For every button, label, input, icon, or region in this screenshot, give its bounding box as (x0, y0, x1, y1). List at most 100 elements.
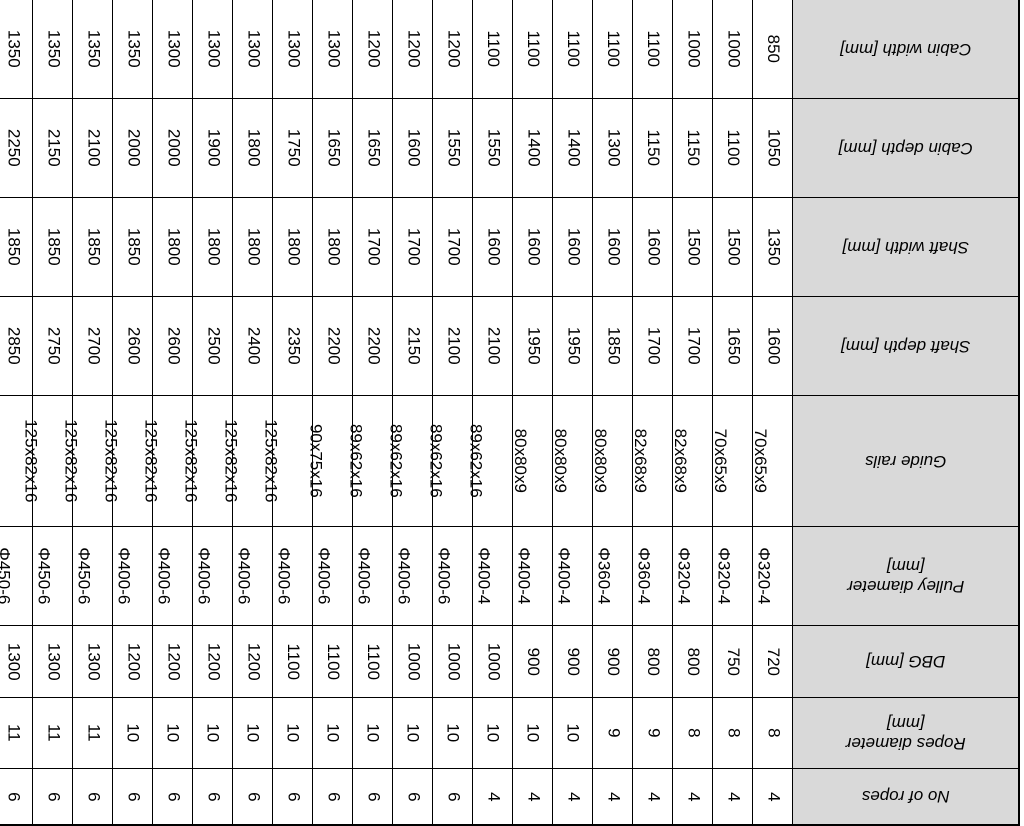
cell-dbg-13: 1200 (233, 626, 273, 698)
cell-shaft_w-5: 1600 (553, 198, 593, 297)
cell-no_of_ropes-19: 6 (0, 769, 33, 826)
cell-dbg-7: 1000 (473, 626, 513, 698)
cell-pulley-14: Φ400-6 (193, 527, 233, 626)
cell-ropes_dia-15: 10 (153, 698, 193, 769)
cell-cabin_w-18: 1350 (33, 0, 73, 99)
cell-dbg-17: 1300 (73, 626, 113, 698)
cell-pulley-0: Φ320-4 (753, 527, 793, 626)
cell-no_of_ropes-7: 4 (473, 769, 513, 826)
cell-cabin_d-0: 1050 (753, 99, 793, 198)
cell-shaft_d-10: 2200 (353, 297, 393, 396)
cell-shaft_w-3: 1600 (633, 198, 673, 297)
header-cabin_d: Cabin depth [mm] (793, 99, 1019, 198)
cell-pulley-15: Φ400-6 (153, 527, 193, 626)
cell-pulley-5: Φ400-4 (553, 527, 593, 626)
cell-cabin_w-5: 1100 (553, 0, 593, 99)
cell-cabin_w-12: 1300 (273, 0, 313, 99)
cell-ropes_dia-3: 9 (633, 698, 673, 769)
cell-cabin_d-8: 1550 (433, 99, 473, 198)
cell-no_of_ropes-11: 6 (313, 769, 353, 826)
cell-shaft_w-8: 1700 (433, 198, 473, 297)
cell-cabin_w-17: 1350 (73, 0, 113, 99)
cell-cabin_d-7: 1550 (473, 99, 513, 198)
cell-dbg-15: 1200 (153, 626, 193, 698)
cell-cabin_d-4: 1300 (593, 99, 633, 198)
cell-cabin_w-14: 1300 (193, 0, 233, 99)
cell-shaft_d-15: 2600 (153, 297, 193, 396)
cell-pulley-9: Φ400-6 (393, 527, 433, 626)
cell-dbg-1: 750 (713, 626, 753, 698)
cell-ropes_dia-16: 10 (113, 698, 153, 769)
cell-dbg-19: 1300 (0, 626, 33, 698)
cell-cabin_w-15: 1300 (153, 0, 193, 99)
cell-dbg-5: 900 (553, 626, 593, 698)
cell-dbg-14: 1200 (193, 626, 233, 698)
cell-guide-0: 70x65x9 (753, 396, 793, 527)
cell-dbg-3: 800 (633, 626, 673, 698)
cell-shaft_d-13: 2400 (233, 297, 273, 396)
cell-cabin_d-1: 1100 (713, 99, 753, 198)
cell-cabin_w-4: 1100 (593, 0, 633, 99)
cell-shaft_w-1: 1500 (713, 198, 753, 297)
cell-shaft_w-15: 1800 (153, 198, 193, 297)
cell-ropes_dia-18: 11 (33, 698, 73, 769)
cell-cabin_w-16: 1350 (113, 0, 153, 99)
cell-shaft_w-9: 1700 (393, 198, 433, 297)
cell-no_of_ropes-13: 6 (233, 769, 273, 826)
header-ropes_dia: Ropes diameter[mm] (793, 698, 1019, 769)
cell-no_of_ropes-8: 6 (433, 769, 473, 826)
cell-cabin_d-17: 2100 (73, 99, 113, 198)
header-cabin_w: Cabin width [mm] (793, 0, 1019, 99)
cell-dbg-12: 1100 (273, 626, 313, 698)
cell-no_of_ropes-10: 6 (353, 769, 393, 826)
cell-shaft_d-9: 2150 (393, 297, 433, 396)
cell-cabin_w-11: 1300 (313, 0, 353, 99)
cell-no_of_ropes-15: 6 (153, 769, 193, 826)
spec-table: No of ropes444444446666666666666666Ropes… (0, 0, 1020, 826)
cell-cabin_d-16: 2000 (113, 99, 153, 198)
cell-ropes_dia-7: 10 (473, 698, 513, 769)
cell-ropes_dia-13: 10 (233, 698, 273, 769)
cell-cabin_d-12: 1750 (273, 99, 313, 198)
cell-shaft_d-2: 1700 (673, 297, 713, 396)
cell-no_of_ropes-16: 6 (113, 769, 153, 826)
cell-pulley-7: Φ400-4 (473, 527, 513, 626)
cell-no_of_ropes-17: 6 (73, 769, 113, 826)
cell-cabin_w-10: 1200 (353, 0, 393, 99)
cell-ropes_dia-0: 8 (753, 698, 793, 769)
cell-pulley-1: Φ320-4 (713, 527, 753, 626)
cell-shaft_w-2: 1500 (673, 198, 713, 297)
cell-shaft_d-7: 2100 (473, 297, 513, 396)
cell-ropes_dia-2: 8 (673, 698, 713, 769)
cell-pulley-8: Φ400-6 (433, 527, 473, 626)
cell-no_of_ropes-14: 6 (193, 769, 233, 826)
cell-guide-3: 82x68x9 (633, 396, 673, 527)
cell-cabin_w-8: 1200 (433, 0, 473, 99)
cell-shaft_w-19: 1850 (0, 198, 33, 297)
cell-shaft_d-4: 1850 (593, 297, 633, 396)
cell-cabin_d-5: 1400 (553, 99, 593, 198)
cell-shaft_w-10: 1700 (353, 198, 393, 297)
cell-ropes_dia-14: 10 (193, 698, 233, 769)
cell-ropes_dia-5: 10 (553, 698, 593, 769)
cell-cabin_d-13: 1800 (233, 99, 273, 198)
cell-ropes_dia-8: 10 (433, 698, 473, 769)
cell-guide-4: 80x80x9 (593, 396, 633, 527)
cell-dbg-16: 1200 (113, 626, 153, 698)
cell-shaft_d-16: 2600 (113, 297, 153, 396)
cell-pulley-16: Φ400-6 (113, 527, 153, 626)
cell-shaft_w-6: 1600 (513, 198, 553, 297)
cell-guide-7: 89x62x16 (473, 396, 513, 527)
rotated-viewport: No of ropes444444446666666666666666Ropes… (0, 2, 1024, 826)
cell-cabin_d-11: 1650 (313, 99, 353, 198)
header-shaft_d: Shaft depth [mm] (793, 297, 1019, 396)
cell-no_of_ropes-9: 6 (393, 769, 433, 826)
cell-pulley-4: Φ360-4 (593, 527, 633, 626)
cell-no_of_ropes-18: 6 (33, 769, 73, 826)
cell-shaft_d-3: 1700 (633, 297, 673, 396)
cell-ropes_dia-4: 9 (593, 698, 633, 769)
cell-ropes_dia-6: 10 (513, 698, 553, 769)
header-guide: Guide rails (793, 396, 1019, 527)
cell-ropes_dia-9: 10 (393, 698, 433, 769)
cell-cabin_d-6: 1400 (513, 99, 553, 198)
